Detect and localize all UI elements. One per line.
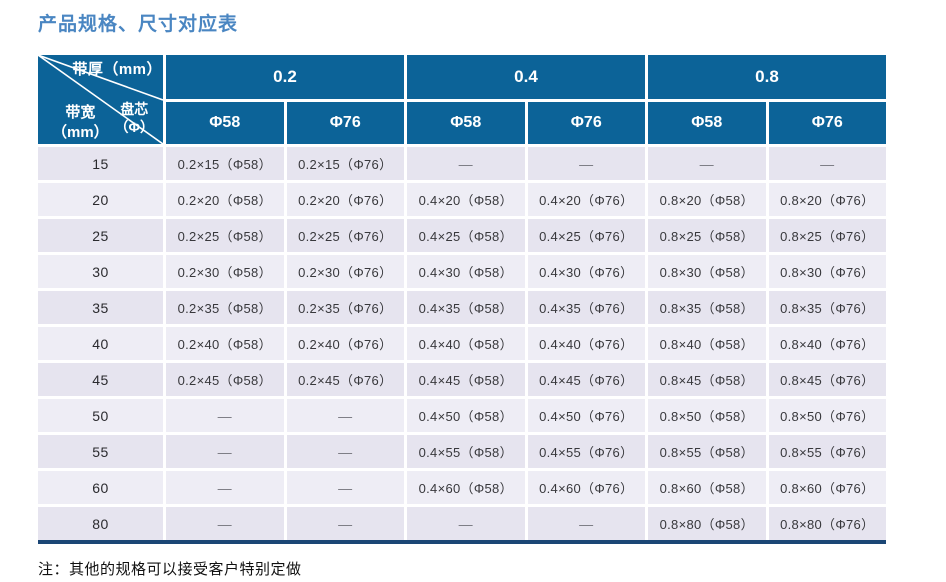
spec-cell: 0.4×45（Φ58） <box>407 363 525 396</box>
core-header: Φ76 <box>768 102 886 144</box>
spec-cell: 0.4×30（Φ58） <box>407 255 525 288</box>
spec-cell: 0.2×35（Φ58） <box>166 291 284 324</box>
spec-cell: 0.2×45（Φ76） <box>286 363 404 396</box>
row-width-label: 30 <box>38 255 163 288</box>
spec-cell: — <box>407 147 525 180</box>
footnote: 注：其他的规格可以接受客户特别定做 <box>38 561 302 578</box>
spec-cell: 0.2×40（Φ76） <box>286 327 404 360</box>
row-width-label: 60 <box>38 471 163 504</box>
spec-cell: 0.4×40（Φ76） <box>527 327 645 360</box>
spec-cell: 0.8×35（Φ58） <box>648 291 766 324</box>
spec-cell: — <box>286 435 404 468</box>
spec-cell: 0.8×55（Φ58） <box>648 435 766 468</box>
row-width-label: 40 <box>38 327 163 360</box>
spec-cell: — <box>768 147 886 180</box>
spec-cell: — <box>286 471 404 504</box>
spec-cell: 0.8×40（Φ76） <box>768 327 886 360</box>
spec-cell: 0.2×35（Φ76） <box>286 291 404 324</box>
spec-cell: 0.8×45（Φ76） <box>768 363 886 396</box>
spec-cell: — <box>527 507 645 540</box>
spec-cell: 0.4×20（Φ76） <box>527 183 645 216</box>
spec-cell: 0.2×45（Φ58） <box>166 363 284 396</box>
corner-header-cell: 带厚（mm） 盘芯 （Φ） 带宽 （mm） <box>38 55 163 144</box>
spec-cell: 0.4×50（Φ76） <box>527 399 645 432</box>
spec-cell: 0.8×20（Φ76） <box>768 183 886 216</box>
core-header: Φ76 <box>527 102 645 144</box>
spec-cell: 0.4×50（Φ58） <box>407 399 525 432</box>
spec-cell: 0.8×80（Φ76） <box>768 507 886 540</box>
row-width-label: 50 <box>38 399 163 432</box>
row-width-label: 55 <box>38 435 163 468</box>
core-axis-label: 盘芯 （Φ） <box>114 101 155 135</box>
spec-cell: — <box>648 147 766 180</box>
row-width-label: 35 <box>38 291 163 324</box>
spec-cell: 0.4×60（Φ76） <box>527 471 645 504</box>
spec-cell: 0.4×30（Φ76） <box>527 255 645 288</box>
spec-cell: 0.8×50（Φ76） <box>768 399 886 432</box>
spec-cell: 0.4×55（Φ58） <box>407 435 525 468</box>
core-header: Φ76 <box>286 102 404 144</box>
row-width-label: 80 <box>38 507 163 540</box>
spec-table: 带厚（mm） 盘芯 （Φ） 带宽 （mm） 0.2 0.4 0.8 Φ58 Φ76 Φ58… <box>38 55 886 540</box>
spec-cell: — <box>286 507 404 540</box>
spec-cell: 0.4×25（Φ76） <box>527 219 645 252</box>
spec-cell: 0.2×40（Φ58） <box>166 327 284 360</box>
spec-cell: 0.8×60（Φ76） <box>768 471 886 504</box>
spec-cell: — <box>527 147 645 180</box>
spec-cell: — <box>166 435 284 468</box>
spec-cell: 0.2×20（Φ58） <box>166 183 284 216</box>
table-bottom-border <box>38 540 886 544</box>
row-width-label: 25 <box>38 219 163 252</box>
spec-cell: 0.2×25（Φ58） <box>166 219 284 252</box>
core-header: Φ58 <box>407 102 525 144</box>
spec-cell: 0.4×35（Φ58） <box>407 291 525 324</box>
spec-cell: — <box>166 471 284 504</box>
spec-cell: 0.2×30（Φ76） <box>286 255 404 288</box>
thickness-axis-label: 带厚（mm） <box>72 61 162 78</box>
row-width-label: 20 <box>38 183 163 216</box>
row-width-label: 45 <box>38 363 163 396</box>
spec-cell: — <box>166 507 284 540</box>
diagonal-divider-lines <box>38 55 163 144</box>
spec-cell: 0.8×25（Φ58） <box>648 219 766 252</box>
spec-cell: 0.8×25（Φ76） <box>768 219 886 252</box>
spec-cell: 0.8×30（Φ76） <box>768 255 886 288</box>
spec-cell: 0.8×40（Φ58） <box>648 327 766 360</box>
spec-cell: — <box>286 399 404 432</box>
thickness-header: 0.8 <box>648 55 886 99</box>
spec-cell: 0.4×45（Φ76） <box>527 363 645 396</box>
page-title: 产品规格、尺寸对应表 <box>38 14 239 35</box>
spec-cell: — <box>407 507 525 540</box>
spec-cell: 0.4×20（Φ58） <box>407 183 525 216</box>
thickness-header: 0.4 <box>407 55 645 99</box>
spec-cell: 0.8×45（Φ58） <box>648 363 766 396</box>
core-header: Φ58 <box>648 102 766 144</box>
width-axis-label: 带宽 （mm） <box>52 104 109 141</box>
spec-cell: 0.8×35（Φ76） <box>768 291 886 324</box>
spec-cell: 0.8×30（Φ58） <box>648 255 766 288</box>
spec-cell: 0.4×25（Φ58） <box>407 219 525 252</box>
spec-cell: 0.8×80（Φ58） <box>648 507 766 540</box>
spec-cell: 0.2×15（Φ76） <box>286 147 404 180</box>
spec-cell: 0.2×15（Φ58） <box>166 147 284 180</box>
spec-cell: 0.8×60（Φ58） <box>648 471 766 504</box>
spec-cell: 0.2×30（Φ58） <box>166 255 284 288</box>
core-header: Φ58 <box>166 102 284 144</box>
spec-cell: 0.8×55（Φ76） <box>768 435 886 468</box>
spec-cell: 0.2×25（Φ76） <box>286 219 404 252</box>
thickness-header: 0.2 <box>166 55 404 99</box>
spec-cell: 0.4×40（Φ58） <box>407 327 525 360</box>
spec-cell: 0.4×60（Φ58） <box>407 471 525 504</box>
spec-cell: — <box>166 399 284 432</box>
row-width-label: 15 <box>38 147 163 180</box>
spec-cell: 0.4×35（Φ76） <box>527 291 645 324</box>
spec-cell: 0.8×20（Φ58） <box>648 183 766 216</box>
spec-cell: 0.8×50（Φ58） <box>648 399 766 432</box>
spec-cell: 0.2×20（Φ76） <box>286 183 404 216</box>
spec-cell: 0.4×55（Φ76） <box>527 435 645 468</box>
